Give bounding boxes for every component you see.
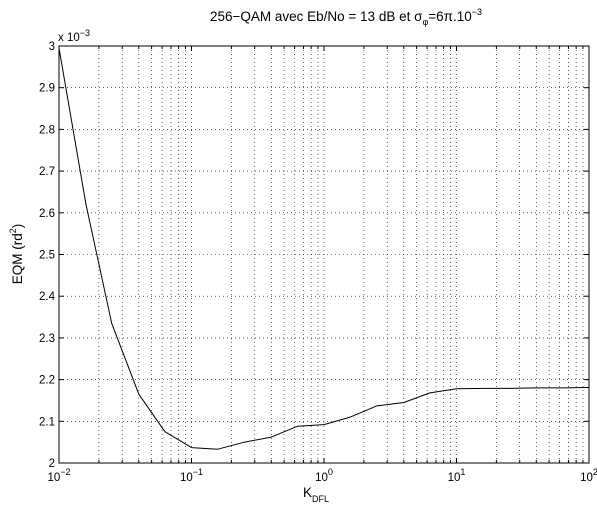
tick-marks: [58, 45, 590, 464]
x-tick-label: 101: [448, 467, 466, 484]
y-tick-label: 2.6: [39, 208, 55, 220]
y-tick-label: 2.9: [39, 83, 55, 95]
x-tick-label: 100: [315, 467, 333, 484]
y-axis-label: EQM (rd2): [8, 224, 25, 285]
y-tick-label: 2.1: [39, 416, 55, 428]
series-line-1: [58, 48, 590, 450]
grid-lines: [59, 46, 589, 463]
x-tick-label: 10−2: [47, 467, 70, 484]
y-exponent-label: x 10−3: [58, 28, 90, 44]
chart-title: 256−QAM avec Eb/No = 13 dB et σφ=6π.10−3: [210, 7, 482, 27]
y-tick-label: 3: [49, 41, 55, 53]
x-tick-label: 102: [580, 467, 597, 484]
y-tick-label: 2.3: [39, 333, 55, 345]
series-group: [58, 48, 590, 450]
x-axis-label: KDFL: [303, 485, 329, 504]
tick-labels: 2 2.1 2.2 2.3 2.4 2.5 2.6 2.7 2.8 2.9 3 10−2 10−1 100…: [39, 41, 597, 484]
y-tick-label: 2.4: [39, 291, 56, 303]
y-tick-label: 2.7: [39, 166, 55, 178]
x-tick-label: 10−1: [180, 467, 203, 484]
y-tick-label: 2.5: [39, 250, 55, 262]
y-tick-label: 2.8: [39, 124, 55, 136]
y-tick-label: 2: [49, 458, 55, 470]
y-tick-label: 2.2: [39, 375, 55, 387]
